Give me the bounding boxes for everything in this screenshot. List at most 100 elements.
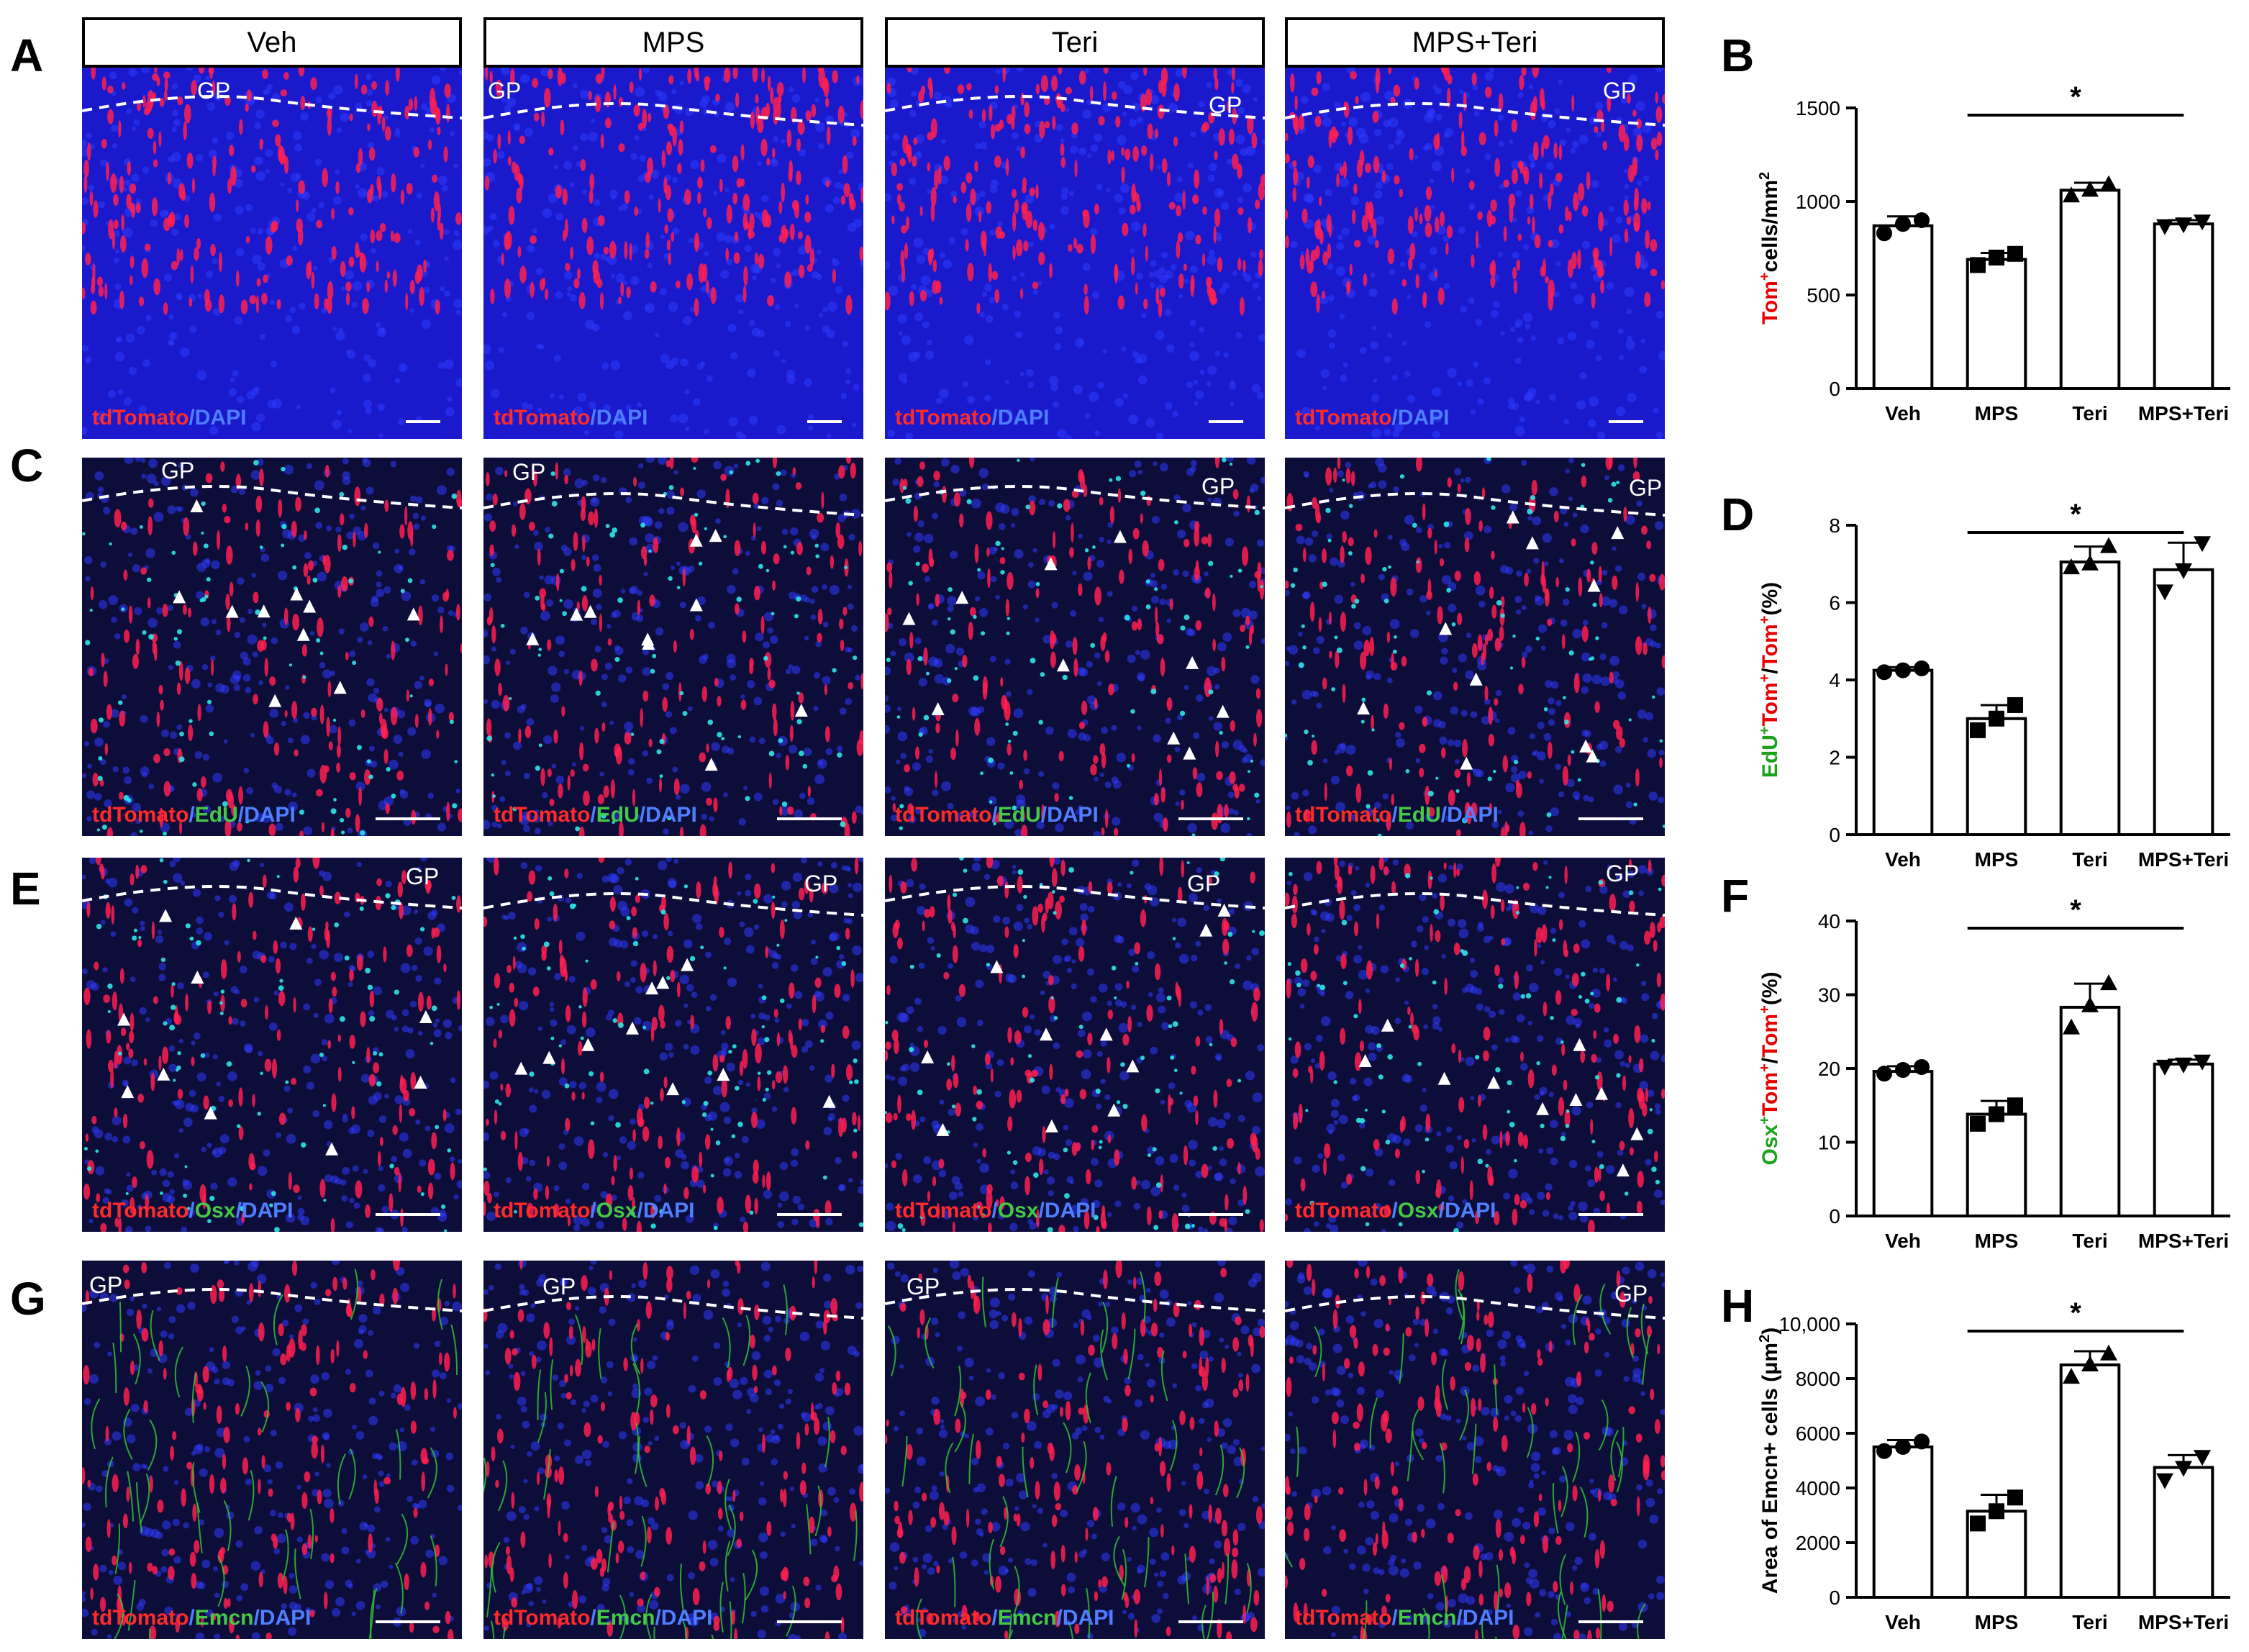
gp-label: GP	[488, 78, 522, 104]
panel-letter-e: E	[10, 863, 41, 914]
micrograph-2-3: GP tdTomato/Osx/DAPI	[1285, 858, 1665, 1232]
data-point	[1970, 722, 1986, 738]
y-tick-label: 4	[1829, 669, 1840, 691]
y-tick-label: 500	[1807, 284, 1840, 307]
data-point	[1914, 1433, 1930, 1450]
data-point	[2175, 563, 2192, 579]
category-label: Teri	[2072, 1611, 2107, 1633]
data-point	[1876, 225, 1892, 242]
bar-MPS+Teri	[2153, 222, 2214, 390]
micrograph-3-1: GP tdTomato/Emcn/DAPI	[483, 1261, 863, 1639]
y-axis-label-part: 2	[1757, 1335, 1773, 1343]
y-axis-label-part: (%)	[1758, 972, 1782, 1006]
y-axis-label-part: Tom	[1758, 682, 1782, 726]
stain-part: tdTomato	[1295, 406, 1392, 430]
stain-part: /	[188, 803, 195, 827]
stain-part: EdU	[194, 803, 238, 827]
stain-legend: tdTomato/Osx/DAPI	[494, 1199, 695, 1223]
bar-Veh	[1872, 1070, 1934, 1217]
data-point	[1970, 257, 1986, 273]
stain-part: /DAPI	[188, 406, 247, 430]
significance-star: *	[2070, 894, 2081, 926]
data-point	[2063, 1018, 2080, 1035]
data-point	[2007, 1097, 2023, 1114]
stain-legend: tdTomato/EdU/DAPI	[92, 803, 296, 827]
micrograph-3-3: GP tdTomato/Emcn/DAPI	[1285, 1261, 1665, 1639]
data-point	[1895, 662, 1911, 678]
data-point	[2194, 1054, 2211, 1071]
y-tick-label: 8000	[1796, 1368, 1840, 1390]
y-axis-label-part: Tom	[1758, 624, 1782, 668]
data-point	[2156, 1473, 2173, 1489]
data-point	[2194, 536, 2211, 553]
stain-part: Emcn	[596, 1606, 655, 1630]
stain-part: tdTomato	[1295, 1199, 1392, 1222]
scale-bar	[1209, 420, 1243, 423]
category-label: Veh	[1885, 1230, 1921, 1252]
stain-legend: tdTomato/Osx/DAPI	[895, 1199, 1096, 1223]
data-point	[2063, 1368, 2080, 1384]
category-label: Veh	[1885, 1611, 1921, 1633]
stain-part: tdTomato	[494, 803, 591, 827]
scale-bar	[777, 817, 842, 820]
category-label: MPS	[1975, 402, 2019, 425]
stain-part: tdTomato	[494, 1606, 591, 1630]
significance-star: *	[2070, 81, 2081, 113]
scale-bar	[376, 817, 440, 820]
data-point	[2194, 214, 2211, 231]
category-label: Veh	[1885, 402, 1921, 425]
data-point	[1876, 1066, 1892, 1082]
stain-part: Emcn	[1397, 1606, 1457, 1630]
category-label: MPS+Teri	[2138, 402, 2229, 425]
y-tick-label: 20	[1818, 1058, 1840, 1080]
significance-star: *	[2070, 499, 2081, 530]
stain-part: /DAPI	[1038, 1199, 1096, 1222]
stain-legend: tdTomato/Osx/DAPI	[1295, 1199, 1496, 1223]
y-axis-label: Area of Emcn+ cells (μm2)	[1757, 1328, 1782, 1594]
stain-part: /DAPI	[655, 1606, 713, 1630]
stain-part: /DAPI	[991, 406, 1050, 430]
stain-part: tdTomato	[494, 406, 591, 430]
scale-bar	[1578, 1213, 1643, 1216]
panel-letter-a: A	[10, 30, 44, 81]
panel-letter-b: B	[1721, 30, 1755, 81]
y-tick-label: 6000	[1796, 1422, 1840, 1445]
category-label: Teri	[2072, 1230, 2107, 1252]
scale-bar	[777, 1620, 842, 1623]
gp-label: GP	[1629, 475, 1663, 501]
scale-bar	[1178, 1620, 1243, 1623]
y-tick-label: 0	[1829, 824, 1840, 846]
scale-bar	[1578, 1620, 1643, 1623]
gp-label: GP	[1187, 871, 1221, 897]
scale-bar	[1578, 817, 1643, 820]
stain-legend: tdTomato/DAPI	[92, 406, 246, 430]
y-axis-label-part: +	[1757, 616, 1773, 625]
y-axis-label-part: (%)	[1758, 582, 1782, 616]
bar-MPS+Teri	[2153, 1062, 2214, 1217]
micrograph-1-0: GP tdTomato/EdU/DAPI	[82, 458, 462, 836]
gp-label: GP	[1606, 861, 1640, 886]
data-point	[2081, 554, 2099, 571]
data-point	[2175, 1057, 2192, 1074]
stain-part: Osx	[997, 1199, 1039, 1222]
data-point	[1970, 1515, 1986, 1532]
stain-part: /	[590, 803, 596, 827]
stain-part: /DAPI	[237, 803, 296, 827]
y-axis-label-part: /	[1758, 1057, 1782, 1063]
data-point	[2100, 175, 2117, 191]
gp-label: GP	[89, 1272, 123, 1298]
y-tick-label: 40	[1818, 910, 1840, 932]
chart-f: 0 10 20 30 40 Osx+Tom+/Tom+(%) Veh MPS Teri MPS+T…	[1727, 892, 2245, 1266]
data-point	[2100, 537, 2117, 553]
stain-part: tdTomato	[895, 406, 992, 430]
micrograph-0-0: GP tdTomato/DAPI	[82, 68, 462, 439]
bar-MPS+Teri	[2153, 1466, 2214, 1599]
stain-part: tdTomato	[1295, 1606, 1392, 1630]
y-tick-label: 8	[1829, 514, 1840, 537]
stain-part: /DAPI	[1456, 1606, 1514, 1630]
gp-label: GP	[907, 1274, 940, 1299]
stain-legend: tdTomato/EdU/DAPI	[1295, 803, 1499, 827]
y-axis-label-part: 2	[1757, 172, 1773, 180]
data-point	[2007, 245, 2023, 262]
stain-part: Emcn	[194, 1606, 254, 1630]
